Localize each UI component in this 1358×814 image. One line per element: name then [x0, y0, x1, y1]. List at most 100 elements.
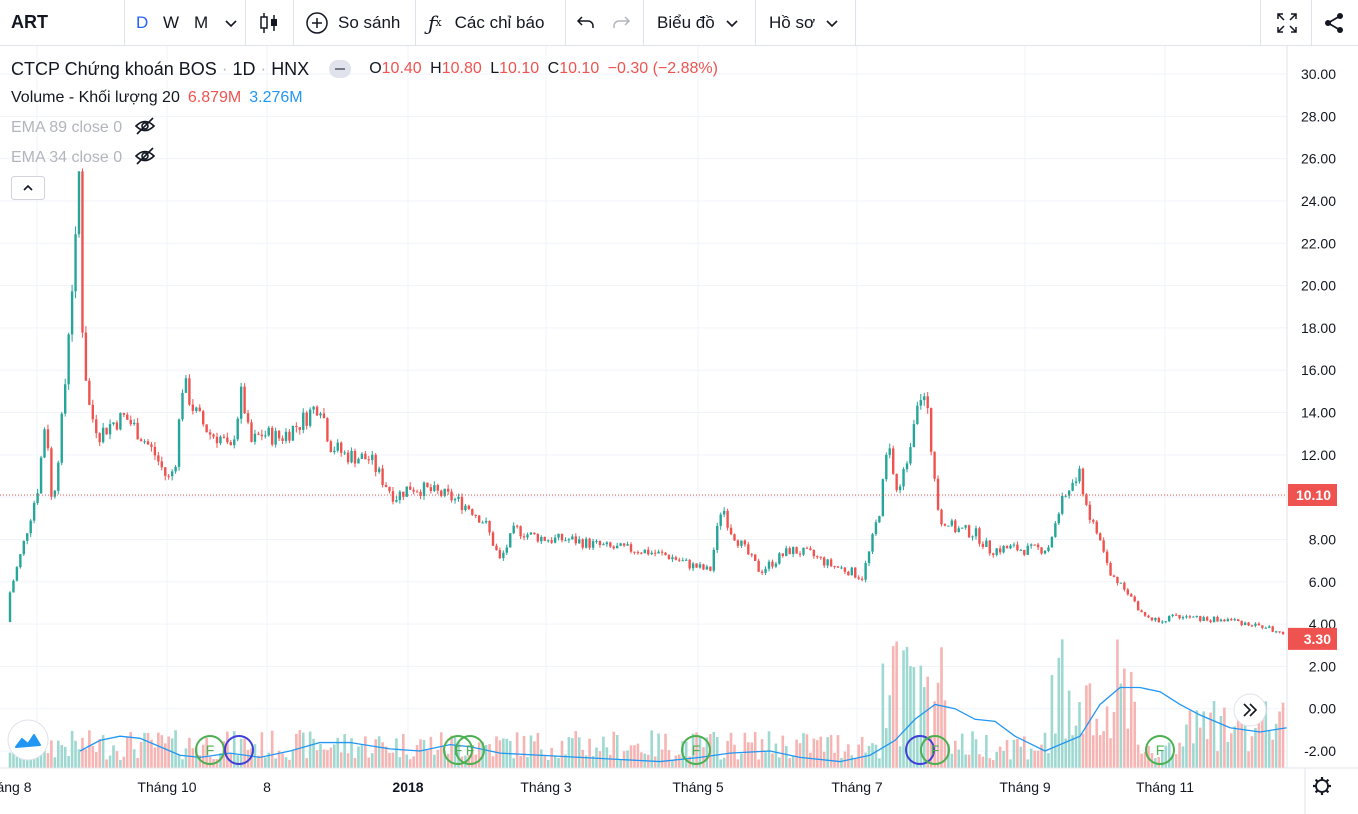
candle — [981, 541, 985, 550]
candle — [453, 497, 457, 504]
candle — [791, 546, 795, 558]
interval-d-button[interactable]: D — [136, 12, 149, 32]
volume-bar — [281, 753, 284, 768]
candle — [81, 168, 84, 338]
candle — [1074, 477, 1078, 487]
candle — [995, 547, 998, 557]
candle — [695, 563, 698, 568]
toolbar-divider — [124, 0, 125, 45]
candles-icon[interactable] — [258, 0, 280, 45]
candle — [336, 439, 339, 453]
candle — [967, 524, 971, 538]
chevron-down-icon[interactable] — [224, 0, 238, 45]
compare-button[interactable]: So sánh — [305, 0, 400, 45]
collapse-legend-button[interactable] — [11, 176, 45, 200]
ema89-legend-row[interactable]: EMA 89 close 0 — [11, 116, 156, 140]
volume-bar — [1109, 738, 1112, 768]
volume-bar — [874, 744, 878, 768]
candle — [29, 518, 32, 537]
volume-bar — [1278, 711, 1281, 768]
dividend-marker[interactable]: F — [443, 735, 473, 765]
undo-icon[interactable] — [576, 0, 596, 45]
chart-menu-button[interactable]: Biểu đồ — [657, 0, 739, 45]
ema34-legend-row[interactable]: EMA 34 close 0 — [11, 146, 156, 170]
volume-bar — [126, 737, 129, 768]
volume-bar — [584, 755, 588, 768]
candle — [474, 514, 477, 519]
dividend-marker[interactable]: F — [681, 735, 711, 765]
candle — [588, 537, 591, 550]
share-icon[interactable] — [1323, 0, 1345, 45]
eye-hidden-icon[interactable] — [134, 146, 156, 170]
profile-menu-button[interactable]: Hồ sơ — [769, 0, 839, 45]
volume-bar — [581, 749, 584, 768]
dividend-marker[interactable]: F — [455, 735, 485, 765]
volume-bar — [1092, 735, 1095, 768]
candle — [957, 525, 960, 533]
candle — [978, 526, 981, 547]
interval-w-button[interactable]: W — [163, 12, 180, 32]
toolbar-divider — [245, 0, 246, 45]
gear-icon[interactable] — [1313, 777, 1331, 795]
candle — [709, 566, 712, 572]
time-axis[interactable]: áng 8 Tháng 10 8 2018 Tháng 3 Tháng 5 Tháng 7 T… — [0, 779, 1194, 795]
volume-bar — [843, 751, 847, 768]
volume-bar — [32, 751, 36, 768]
candle — [484, 517, 488, 524]
interval-m-button[interactable]: M — [194, 12, 209, 32]
volume-bar — [860, 737, 864, 768]
candle — [1171, 613, 1174, 618]
hide-series-button[interactable] — [329, 60, 352, 78]
dividend-marker[interactable]: F — [1145, 735, 1175, 765]
candle — [343, 450, 346, 456]
scroll-right-button[interactable] — [1233, 693, 1267, 727]
y-tick-label: 12.00 — [1301, 447, 1336, 463]
candle — [271, 425, 274, 447]
candle — [1150, 617, 1154, 622]
volume-bar — [1040, 744, 1043, 768]
volume-legend-row[interactable]: Volume - Khối lượng 20 6.879M 3.276M — [11, 87, 303, 109]
split-marker[interactable] — [905, 735, 935, 765]
candle — [129, 415, 132, 427]
volume-bar — [1167, 742, 1171, 768]
volume-bar — [1257, 705, 1261, 768]
volume-bar — [160, 735, 164, 768]
volume-bar — [605, 747, 609, 768]
candle — [374, 452, 377, 477]
volume-bar — [1223, 707, 1226, 768]
candle — [1016, 541, 1019, 552]
candle — [22, 540, 25, 557]
candle — [888, 443, 891, 459]
volume-bar — [657, 733, 660, 768]
volume-bar — [1243, 698, 1247, 768]
dividend-marker[interactable]: F — [920, 735, 950, 765]
volume-bar — [712, 731, 716, 768]
candle — [1050, 536, 1054, 548]
volume-bar — [264, 757, 267, 768]
candle — [191, 399, 195, 415]
candle — [284, 428, 288, 444]
candle — [840, 565, 843, 570]
volume-bar — [357, 746, 360, 768]
candle — [219, 435, 222, 446]
redo-icon[interactable] — [611, 0, 631, 45]
candle — [574, 533, 577, 546]
fullscreen-icon[interactable] — [1275, 0, 1299, 45]
candle — [402, 491, 405, 501]
volume-bar — [132, 749, 136, 768]
candle — [705, 564, 709, 570]
candle — [395, 495, 398, 503]
candle — [243, 383, 246, 415]
volume-bar — [588, 738, 591, 768]
volume-bar — [1240, 704, 1243, 768]
volume-bar — [1095, 718, 1099, 768]
candle — [743, 539, 747, 547]
symbol-label[interactable]: ART — [11, 12, 48, 32]
eye-hidden-icon[interactable] — [134, 116, 156, 140]
logo-button[interactable] — [7, 719, 49, 761]
split-marker[interactable] — [224, 735, 254, 765]
volume-bar — [239, 738, 243, 768]
volume-bar — [1205, 739, 1209, 768]
